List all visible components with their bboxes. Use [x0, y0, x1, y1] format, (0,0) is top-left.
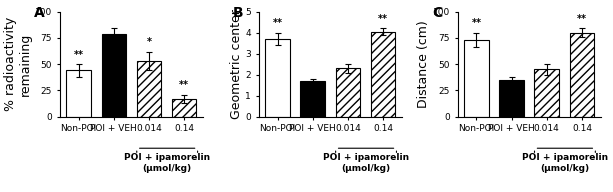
Text: **: **	[471, 18, 481, 28]
Bar	[66, 70, 91, 117]
Bar	[172, 99, 196, 117]
Bar	[300, 81, 325, 117]
Text: B: B	[233, 6, 243, 20]
Bar	[265, 39, 290, 117]
Bar	[535, 69, 559, 117]
Text: POI + ipamorelin
(μmol/kg): POI + ipamorelin (μmol/kg)	[124, 153, 210, 173]
Text: **: **	[577, 14, 587, 24]
Text: **: **	[273, 18, 283, 28]
Y-axis label: Geometric center: Geometric center	[229, 9, 243, 119]
Text: **: **	[179, 80, 189, 90]
Y-axis label: % radioactivity
remaining: % radioactivity remaining	[4, 17, 32, 111]
Text: **: **	[74, 50, 83, 60]
Text: **: **	[378, 14, 388, 24]
Text: C: C	[432, 6, 442, 20]
Text: A: A	[34, 6, 45, 20]
Text: *: *	[147, 37, 151, 47]
Bar	[464, 40, 489, 117]
Text: POI + ipamorelin
(μmol/kg): POI + ipamorelin (μmol/kg)	[522, 153, 608, 173]
Bar	[102, 34, 126, 117]
Y-axis label: Distance (cm): Distance (cm)	[417, 20, 430, 108]
Bar	[335, 68, 360, 117]
Bar	[371, 31, 395, 117]
Bar	[569, 33, 594, 117]
Bar	[499, 80, 524, 117]
Bar	[137, 61, 161, 117]
Text: POI + ipamorelin
(μmol/kg): POI + ipamorelin (μmol/kg)	[323, 153, 409, 173]
